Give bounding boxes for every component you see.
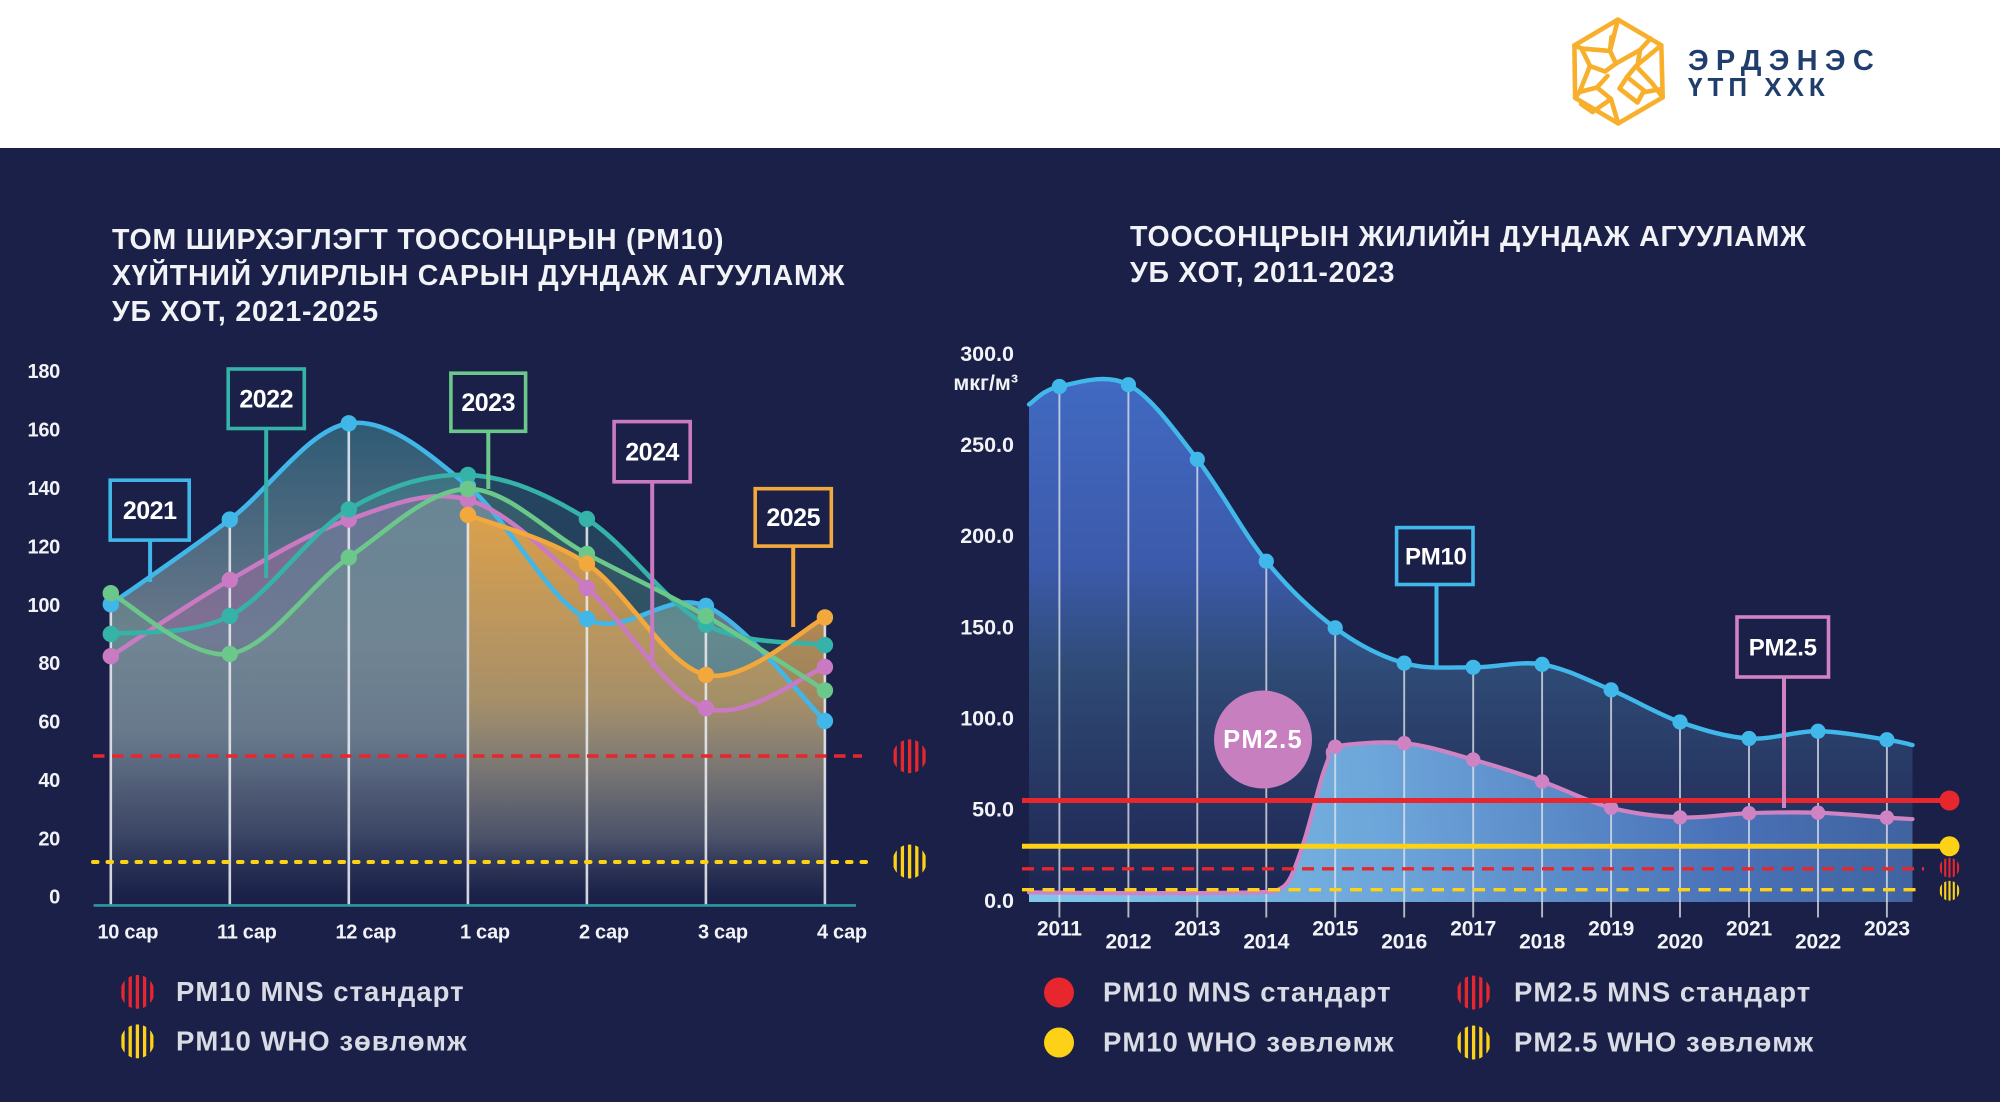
- svg-text:0: 0: [49, 887, 60, 909]
- svg-text:250.0: 250.0: [960, 433, 1014, 457]
- svg-text:2020: 2020: [1657, 931, 1703, 954]
- svg-text:2 сар: 2 сар: [579, 922, 629, 944]
- svg-text:2014: 2014: [1243, 931, 1289, 954]
- svg-text:PM2.5: PM2.5: [1223, 726, 1303, 754]
- svg-text:PM2.5 MNS стандарт: PM2.5 MNS стандарт: [1514, 977, 1811, 1008]
- svg-text:мкг/м³: мкг/м³: [953, 371, 1018, 395]
- svg-text:40: 40: [38, 770, 60, 792]
- svg-text:2015: 2015: [1312, 918, 1358, 941]
- svg-text:300.0: 300.0: [960, 342, 1014, 366]
- svg-text:11 сар: 11 сар: [217, 922, 277, 944]
- svg-text:PM2.5: PM2.5: [1749, 635, 1817, 662]
- svg-text:2023: 2023: [461, 389, 515, 417]
- svg-text:200.0: 200.0: [960, 524, 1014, 548]
- svg-text:100: 100: [28, 595, 61, 617]
- svg-text:60: 60: [38, 712, 60, 734]
- svg-text:12 сар: 12 сар: [335, 922, 396, 944]
- svg-text:120: 120: [28, 536, 61, 558]
- svg-text:PM10 MNS стандарт: PM10 MNS стандарт: [176, 976, 465, 1007]
- svg-text:4 сар: 4 сар: [817, 922, 867, 944]
- svg-text:2021: 2021: [1726, 918, 1772, 941]
- svg-text:2021: 2021: [123, 497, 177, 525]
- svg-text:PM10 MNS стандарт: PM10 MNS стандарт: [1103, 977, 1392, 1008]
- svg-text:PM10: PM10: [1405, 544, 1467, 571]
- svg-text:2022: 2022: [1795, 931, 1841, 954]
- svg-text:2025: 2025: [766, 504, 820, 532]
- svg-text:УБ ХОТ, 2021-2025: УБ ХОТ, 2021-2025: [112, 296, 379, 328]
- svg-text:1 сар: 1 сар: [460, 922, 510, 944]
- svg-text:0.0: 0.0: [984, 889, 1014, 913]
- svg-text:2018: 2018: [1519, 931, 1565, 954]
- svg-text:ЭРДЭНЭС: ЭРДЭНЭС: [1688, 45, 1881, 77]
- svg-text:180: 180: [28, 361, 61, 383]
- svg-text:2024: 2024: [625, 439, 679, 467]
- svg-text:140: 140: [28, 478, 61, 500]
- svg-text:160: 160: [28, 420, 61, 442]
- svg-text:ТОМ ШИРХЭГЛЭГТ ТООСОНЦРЫН (PM1: ТОМ ШИРХЭГЛЭГТ ТООСОНЦРЫН (PM10): [112, 224, 724, 256]
- svg-text:2022: 2022: [239, 386, 293, 414]
- svg-text:150.0: 150.0: [960, 615, 1014, 639]
- svg-text:3 сар: 3 сар: [698, 922, 748, 944]
- svg-text:10 сар: 10 сар: [97, 922, 158, 944]
- svg-text:80: 80: [38, 653, 60, 675]
- svg-text:2013: 2013: [1174, 918, 1220, 941]
- svg-text:2019: 2019: [1588, 918, 1634, 941]
- svg-text:100.0: 100.0: [960, 707, 1014, 731]
- svg-text:PM2.5 WHO зөвлөмж: PM2.5 WHO зөвлөмж: [1514, 1027, 1814, 1058]
- svg-text:УБ ХОТ, 2011-2023: УБ ХОТ, 2011-2023: [1130, 257, 1395, 289]
- svg-text:2012: 2012: [1105, 931, 1151, 954]
- svg-text:2016: 2016: [1381, 931, 1427, 954]
- svg-text:20: 20: [38, 828, 60, 850]
- svg-text:PM10 WHO зөвлөмж: PM10 WHO зөвлөмж: [1103, 1027, 1394, 1058]
- svg-text:2011: 2011: [1037, 918, 1082, 941]
- svg-text:ТООСОНЦРЫН ЖИЛИЙН ДУНДАЖ АГУУЛ: ТООСОНЦРЫН ЖИЛИЙН ДУНДАЖ АГУУЛАМЖ: [1130, 220, 1807, 253]
- svg-text:PM10 WHO зөвлөмж: PM10 WHO зөвлөмж: [176, 1026, 467, 1057]
- svg-text:ХҮЙТНИЙ УЛИРЛЫН САРЫН ДУНДАЖ А: ХҮЙТНИЙ УЛИРЛЫН САРЫН ДУНДАЖ АГУУЛАМЖ: [112, 259, 845, 292]
- svg-text:ҮТП ХХК: ҮТП ХХК: [1688, 72, 1830, 102]
- svg-text:2023: 2023: [1864, 918, 1910, 941]
- svg-text:2017: 2017: [1450, 918, 1496, 941]
- svg-text:50.0: 50.0: [972, 798, 1014, 822]
